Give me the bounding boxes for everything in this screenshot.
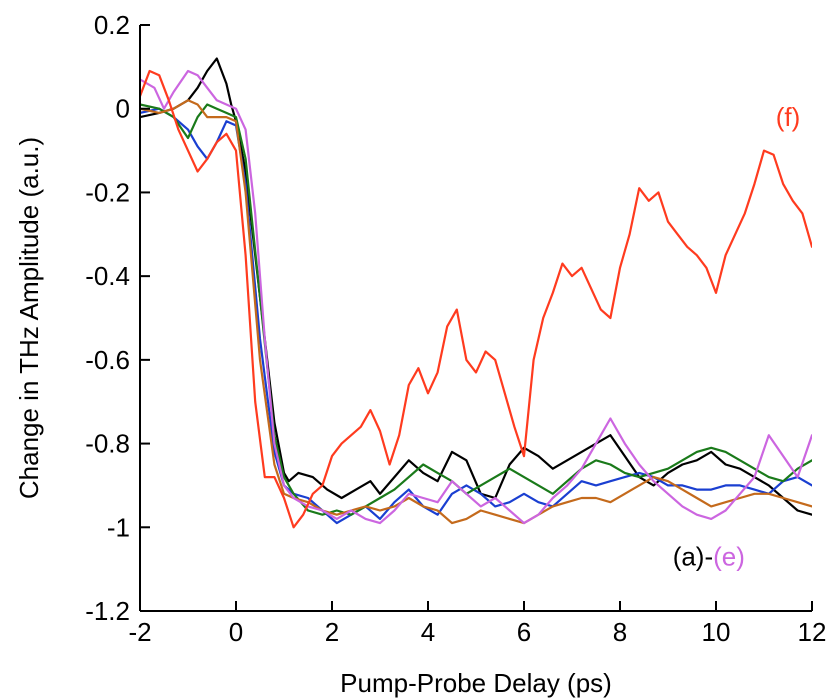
y-tick-label: -0.6	[85, 345, 130, 375]
y-tick-label: -1	[107, 512, 130, 542]
x-tick-label: 6	[517, 617, 531, 647]
annotation-a-e: (a)-(e)	[673, 542, 745, 572]
x-tick-label: 2	[325, 617, 339, 647]
tick-layer: -2 0 2 4 6 8 10 12 0.2 0 -0.2 -0.4 -0.6 -0.8 -1 -1.2	[85, 10, 826, 647]
series-line-1	[140, 57, 812, 516]
series-line-6	[140, 69, 812, 529]
x-axis-title: Pump-Probe Delay (ps)	[340, 668, 612, 698]
series-line-2	[140, 107, 812, 525]
series-line-4	[140, 99, 812, 525]
y-axis-title: Change in THz Amplitude (a.u.)	[14, 137, 44, 499]
annotation-f: (f)	[776, 102, 801, 132]
y-tick-label: -0.8	[85, 429, 130, 459]
annotation-a-prefix: (a)-	[673, 542, 713, 572]
series-line-5	[140, 69, 812, 525]
y-tick-label: -0.4	[85, 261, 130, 291]
y-tick-label: 0	[116, 94, 130, 124]
x-tick-label: -2	[128, 617, 151, 647]
x-tick-label: 0	[229, 617, 243, 647]
y-tick-label: 0.2	[94, 10, 130, 40]
x-tick-label: 12	[798, 617, 827, 647]
y-tick-label: -1.2	[85, 596, 130, 626]
x-tick-label: 4	[421, 617, 435, 647]
series-layer	[140, 57, 812, 529]
x-tick-label: 8	[613, 617, 627, 647]
annotation-e-suffix: (e)	[713, 542, 745, 572]
y-tick-label: -0.2	[85, 177, 130, 207]
x-tick-label: 10	[702, 617, 731, 647]
